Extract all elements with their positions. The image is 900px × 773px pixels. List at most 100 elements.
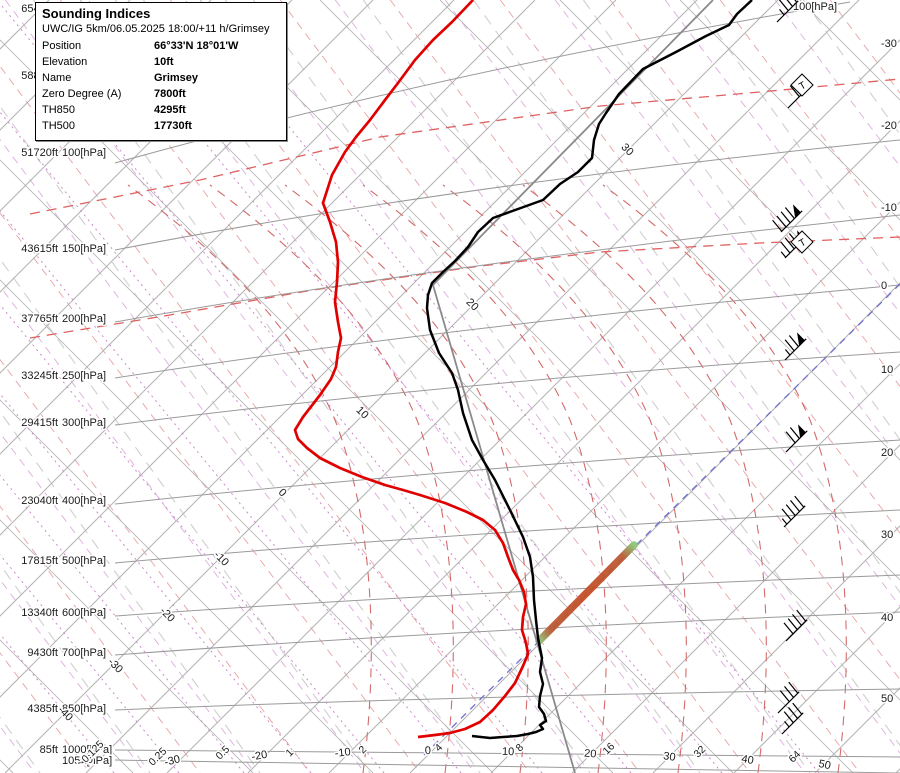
moist-adiabat-line bbox=[522, 184, 767, 773]
barb-pennant bbox=[797, 332, 805, 346]
barb-feather bbox=[779, 690, 790, 703]
pressure-label: 400[hPa] bbox=[62, 495, 106, 507]
pressure-label: 700[hPa] bbox=[62, 647, 106, 659]
saturation-lattice-line bbox=[554, 0, 900, 461]
dry-adiabat-dashed-line bbox=[252, 0, 811, 773]
wind-barb bbox=[781, 495, 806, 528]
dry-adiabat-solid-line bbox=[679, 0, 900, 221]
isotherm-line bbox=[247, 120, 900, 773]
isotherm-line bbox=[166, 39, 900, 773]
wind-barb bbox=[784, 332, 807, 361]
altitude-label: 43615ft bbox=[21, 243, 58, 255]
pressure-label: 200[hPa] bbox=[62, 313, 106, 325]
saturation-lattice-line bbox=[0, 578, 146, 773]
pressure-label: 300[hPa] bbox=[62, 417, 106, 429]
altitude-label: 13340ft bbox=[21, 607, 58, 619]
dry-adiabat-dashed-line bbox=[802, 0, 900, 136]
barb-feather bbox=[788, 681, 799, 694]
isotherm-line bbox=[490, 363, 900, 773]
isobar-line-150 bbox=[114, 139, 900, 251]
altitude-label: 4385ft bbox=[27, 703, 58, 715]
barb-feather bbox=[776, 215, 787, 228]
saturation-lattice-line bbox=[0, 505, 201, 773]
barb-pennant bbox=[798, 424, 806, 438]
pressure-label: 100[hPa] bbox=[62, 147, 106, 159]
isobar-line-850 bbox=[114, 688, 900, 711]
dry-adiabat-dashed-line bbox=[692, 0, 900, 288]
row-value: 7800ft bbox=[154, 88, 186, 100]
dry-adiabat-dashed-line bbox=[0, 258, 371, 773]
bottom-temp-label: 40 bbox=[740, 753, 754, 767]
wind-barb bbox=[777, 681, 800, 714]
pressure-label: 600[hPa] bbox=[62, 607, 106, 619]
indices-row: TH500 17730ft bbox=[42, 118, 280, 134]
isobar-line-300 bbox=[114, 351, 900, 426]
barb-feather bbox=[794, 0, 798, 3]
row-label: TH850 bbox=[42, 104, 76, 116]
tropopause-marker: T bbox=[790, 73, 814, 97]
pressure-label: 1050[hPa] bbox=[62, 755, 112, 767]
saturation-lattice-line bbox=[0, 212, 421, 773]
right-temp-label: 30 bbox=[881, 529, 893, 541]
barb-feather bbox=[787, 618, 798, 631]
barb-feather bbox=[796, 609, 807, 622]
right-temp-label: 40 bbox=[881, 612, 893, 624]
bottom-temp-label: 30 bbox=[663, 750, 677, 764]
saturation-lattice-line bbox=[0, 138, 476, 773]
altitude-label: 33245ft bbox=[21, 370, 58, 382]
dry-adiabat-solid-line bbox=[559, 0, 900, 341]
wind-barb bbox=[776, 0, 799, 23]
barb-half-feather bbox=[781, 518, 788, 525]
barb-feather bbox=[794, 495, 805, 508]
tropopause-marker: T bbox=[790, 230, 814, 254]
mixing-ratio-line bbox=[184, 0, 820, 773]
barb-feather bbox=[783, 622, 794, 635]
mixing-ratio-line bbox=[87, 0, 723, 773]
bottom-temp-label: 0 bbox=[424, 745, 431, 757]
saturation-lattice-line bbox=[664, 0, 900, 314]
saturation-lattice-line bbox=[719, 0, 900, 241]
barb-feather bbox=[792, 702, 803, 715]
barb-feather bbox=[780, 211, 791, 224]
barb-feather bbox=[784, 339, 795, 352]
indices-row: Elevation 10ft bbox=[42, 54, 280, 70]
adiabat-label: 30 bbox=[619, 141, 636, 158]
dry-adiabat-solid-line bbox=[0, 639, 134, 773]
bottom-temp-label: 10 bbox=[502, 746, 515, 758]
model-run-line: UWC/IG 5km/06.05.2025 18:00/+11 h/Grimse… bbox=[42, 23, 270, 35]
barb-staff bbox=[776, 0, 799, 23]
temperature-curve bbox=[425, 0, 753, 740]
bottom-temp-label: 20 bbox=[584, 748, 597, 761]
adiabat-label: 20 bbox=[464, 296, 481, 313]
barb-feather bbox=[786, 0, 794, 7]
saturation-lattice-line bbox=[829, 0, 900, 94]
reference-profile-line bbox=[431, 0, 714, 773]
barb-feather bbox=[780, 241, 791, 254]
upper-moist-adiabat-line bbox=[29, 78, 900, 215]
barb-feather bbox=[792, 613, 803, 626]
isotherm-line bbox=[85, 0, 860, 773]
barb-feather bbox=[784, 207, 795, 219]
barb-pennant bbox=[793, 204, 801, 218]
wind-barb bbox=[783, 609, 808, 642]
mixing-ratio-label: 0.5 bbox=[213, 743, 232, 762]
freezing-layer-highlight bbox=[535, 541, 638, 645]
dry-adiabat-solid-line bbox=[439, 0, 900, 461]
barb-feather bbox=[789, 427, 800, 439]
dry-adiabat-solid-line bbox=[0, 519, 254, 773]
barb-staff bbox=[781, 712, 804, 735]
moist-adiabat-line bbox=[442, 184, 687, 773]
barb-feather bbox=[788, 335, 799, 347]
mixing-ratio-line bbox=[0, 304, 385, 773]
panel-title: Sounding Indices bbox=[42, 6, 151, 21]
isotherm-line bbox=[733, 606, 900, 773]
moist-adiabat-line bbox=[362, 184, 607, 773]
isotherm-line bbox=[328, 201, 900, 773]
bottom-temp-label: -30 bbox=[163, 753, 181, 768]
row-label: TH500 bbox=[42, 120, 76, 132]
barb-feather bbox=[785, 504, 796, 517]
row-value: 4295ft bbox=[154, 104, 186, 116]
adiabat-label: -30 bbox=[105, 656, 125, 676]
